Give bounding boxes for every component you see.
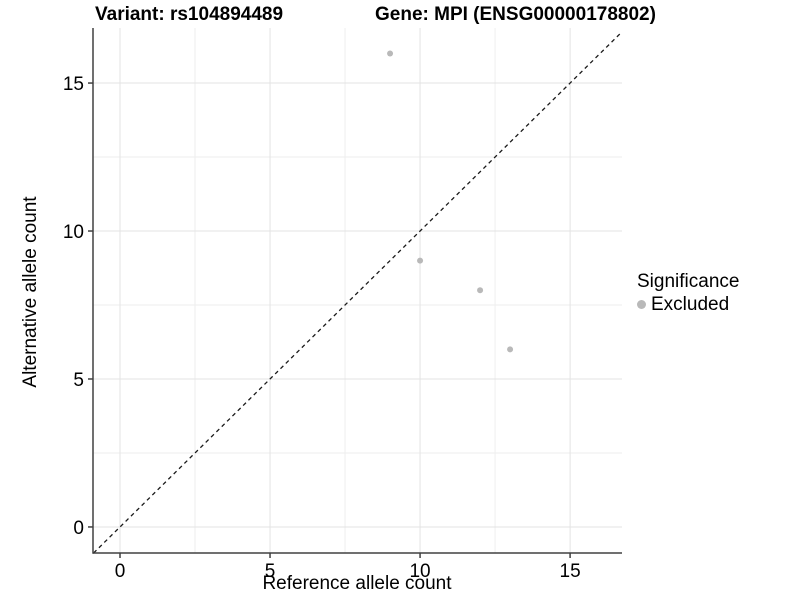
y-axis-title: Alternative allele count: [20, 196, 41, 388]
y-tick-label: 0: [73, 518, 84, 539]
data-point: [507, 346, 514, 353]
x-tick-label: 0: [115, 561, 126, 582]
plot-title-gene: Gene: MPI (ENSG00000178802): [375, 4, 656, 25]
identity-dashed-line: [93, 31, 623, 554]
y-tick-label: 5: [73, 370, 84, 391]
legend-title: Significance: [637, 271, 740, 292]
plot-title-variant: Variant: rs104894489: [95, 4, 284, 25]
y-tick-label: 15: [63, 74, 84, 95]
data-point: [387, 50, 394, 57]
legend: Significance Excluded: [637, 271, 739, 316]
legend-key-dot-icon: [637, 300, 646, 310]
data-point: [477, 287, 484, 294]
x-tick-label: 15: [560, 561, 581, 582]
x-tick-label: 5: [265, 561, 276, 582]
x-tick-label: 10: [409, 561, 430, 582]
legend-entry-excluded: Excluded: [637, 294, 739, 316]
data-point: [417, 257, 424, 264]
x-axis-title: Reference allele count: [262, 573, 452, 594]
legend-entry-label: Excluded: [651, 293, 730, 315]
y-tick-label: 10: [63, 222, 84, 243]
